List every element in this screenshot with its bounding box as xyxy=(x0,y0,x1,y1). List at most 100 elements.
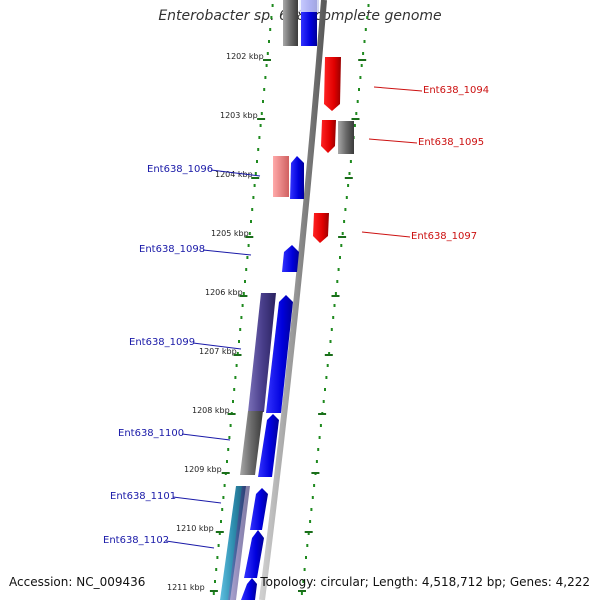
cds-ent1096[interactable] xyxy=(273,156,289,197)
gene-label-ent1096[interactable]: Ent638_1096 xyxy=(147,164,213,175)
inner-ring-dot xyxy=(262,100,264,103)
accession-text: Accession: NC_009436 xyxy=(9,575,146,589)
inner-ring-dot xyxy=(247,244,250,247)
cds-feature-top-grey[interactable] xyxy=(283,0,298,46)
outer-tick-mark xyxy=(311,472,320,474)
inner-tick-mark xyxy=(209,590,218,592)
inner-ring-dot xyxy=(216,556,219,559)
outer-ring-dot xyxy=(303,568,306,571)
gene-label-ent1098[interactable]: Ent638_1098 xyxy=(139,244,205,255)
outer-ring-dot xyxy=(349,160,352,163)
inner-ring-dot xyxy=(259,124,262,127)
gene-label-ent1094[interactable]: Ent638_1094 xyxy=(423,85,489,96)
inner-ring-dot xyxy=(234,376,237,379)
outer-tick-mark xyxy=(318,413,327,415)
inner-ring-dot xyxy=(235,364,238,367)
inner-tick-mark xyxy=(233,354,242,356)
outer-ring-dot xyxy=(319,424,322,427)
outer-ring-dot xyxy=(324,388,326,391)
outer-ring-dot xyxy=(340,244,343,247)
outer-ring-dot xyxy=(313,484,316,487)
outer-ring-dot xyxy=(348,172,351,175)
outer-ring-dot xyxy=(359,76,362,79)
gene-label-ent1099[interactable]: Ent638_1099 xyxy=(129,337,195,348)
highlight-region xyxy=(299,0,319,12)
outer-ring-dot xyxy=(300,592,303,595)
inner-ring-dot xyxy=(246,256,249,259)
outer-ring-dot xyxy=(322,400,325,403)
cds-ent1094[interactable] xyxy=(324,57,341,111)
outer-ring-dot xyxy=(311,496,314,499)
outer-ring-dot xyxy=(315,460,318,463)
cds-ent1097[interactable] xyxy=(313,213,329,243)
inner-ring-dot xyxy=(226,460,228,463)
inner-ring-dot xyxy=(215,568,218,571)
cds-feature-bottom[interactable] xyxy=(241,578,257,600)
inner-ring-dot xyxy=(263,88,266,91)
inner-ring-dot xyxy=(248,232,251,235)
outer-ring-dot xyxy=(318,436,321,439)
inner-ring-dot xyxy=(227,448,230,451)
inner-ring-dot xyxy=(254,172,257,175)
inner-ring-dot xyxy=(236,352,239,355)
inner-ring-dot xyxy=(256,160,258,163)
tick-labels: 1202 kbp 1203 kbp 1204 kbp 1205 kbp 1206… xyxy=(167,52,264,592)
outer-tick-mark xyxy=(351,118,360,120)
inner-ring-dot xyxy=(264,76,267,79)
outer-ring-dot xyxy=(334,292,337,295)
cds-ent1099-purple[interactable] xyxy=(248,293,276,412)
inner-tick-mark xyxy=(215,531,224,533)
outer-tick-mark xyxy=(344,177,353,179)
inner-ring-dot xyxy=(232,400,234,403)
tick-label-1209: 1209 kbp xyxy=(184,465,222,474)
tick-label-1210: 1210 kbp xyxy=(176,524,214,533)
cds-ent1096-forward[interactable] xyxy=(290,156,304,199)
cds-ent1100[interactable] xyxy=(258,414,279,477)
outer-ring-dot xyxy=(343,220,346,223)
tick-label-1206: 1206 kbp xyxy=(205,288,243,297)
inner-ring-dot xyxy=(245,268,248,271)
feature-grey-1095[interactable] xyxy=(338,121,354,154)
outer-ring-dot xyxy=(358,88,360,91)
cds-ent1101[interactable] xyxy=(250,488,268,530)
outer-tick-mark xyxy=(338,236,347,238)
outer-ring-dot xyxy=(325,376,328,379)
inner-ring-dot xyxy=(266,52,269,55)
tick-label-1211: 1211 kbp xyxy=(167,583,205,592)
outer-ring-dot xyxy=(339,256,341,259)
outer-tick-mark xyxy=(304,531,313,533)
cds-ent1098[interactable] xyxy=(282,245,299,272)
outer-tick-mark xyxy=(358,59,367,61)
inner-ring-dot xyxy=(240,316,243,319)
inner-ring-dot xyxy=(214,580,216,583)
tick-marks xyxy=(209,59,367,592)
inner-ring-dot xyxy=(244,280,246,283)
cds-ent1100-grey[interactable] xyxy=(240,411,263,475)
inner-ring-dot xyxy=(268,40,270,43)
inner-ring-dot xyxy=(223,484,226,487)
gene-label-ent1100[interactable]: Ent638_1100 xyxy=(118,428,184,439)
outer-ring-dot xyxy=(329,340,332,343)
gene-label-ent1102[interactable]: Ent638_1102 xyxy=(103,535,169,546)
cds-ent1102[interactable] xyxy=(244,530,264,578)
cds-ent1095[interactable] xyxy=(321,120,336,153)
tick-label-1208: 1208 kbp xyxy=(192,406,230,415)
cds-ent1099[interactable] xyxy=(266,295,293,413)
inner-tick-mark xyxy=(227,413,236,415)
tick-label-1205: 1205 kbp xyxy=(211,229,249,238)
tick-label-1204: 1204 kbp xyxy=(215,170,253,179)
inner-tick-mark xyxy=(263,59,271,61)
inner-ring-dot xyxy=(258,136,261,139)
outer-ring-dot xyxy=(326,364,329,367)
inner-tick-mark xyxy=(221,472,230,474)
gene-label-ent1097[interactable]: Ent638_1097 xyxy=(411,231,477,242)
tick-rings xyxy=(212,4,370,595)
gene-label-ent1101[interactable]: Ent638_1101 xyxy=(110,491,176,502)
outer-ring-dot xyxy=(337,268,340,271)
inner-ring-dot xyxy=(229,424,232,427)
inner-ring-dot xyxy=(221,508,224,511)
tick-label-1203: 1203 kbp xyxy=(220,111,258,120)
gene-label-ent1095[interactable]: Ent638_1095 xyxy=(418,137,484,148)
